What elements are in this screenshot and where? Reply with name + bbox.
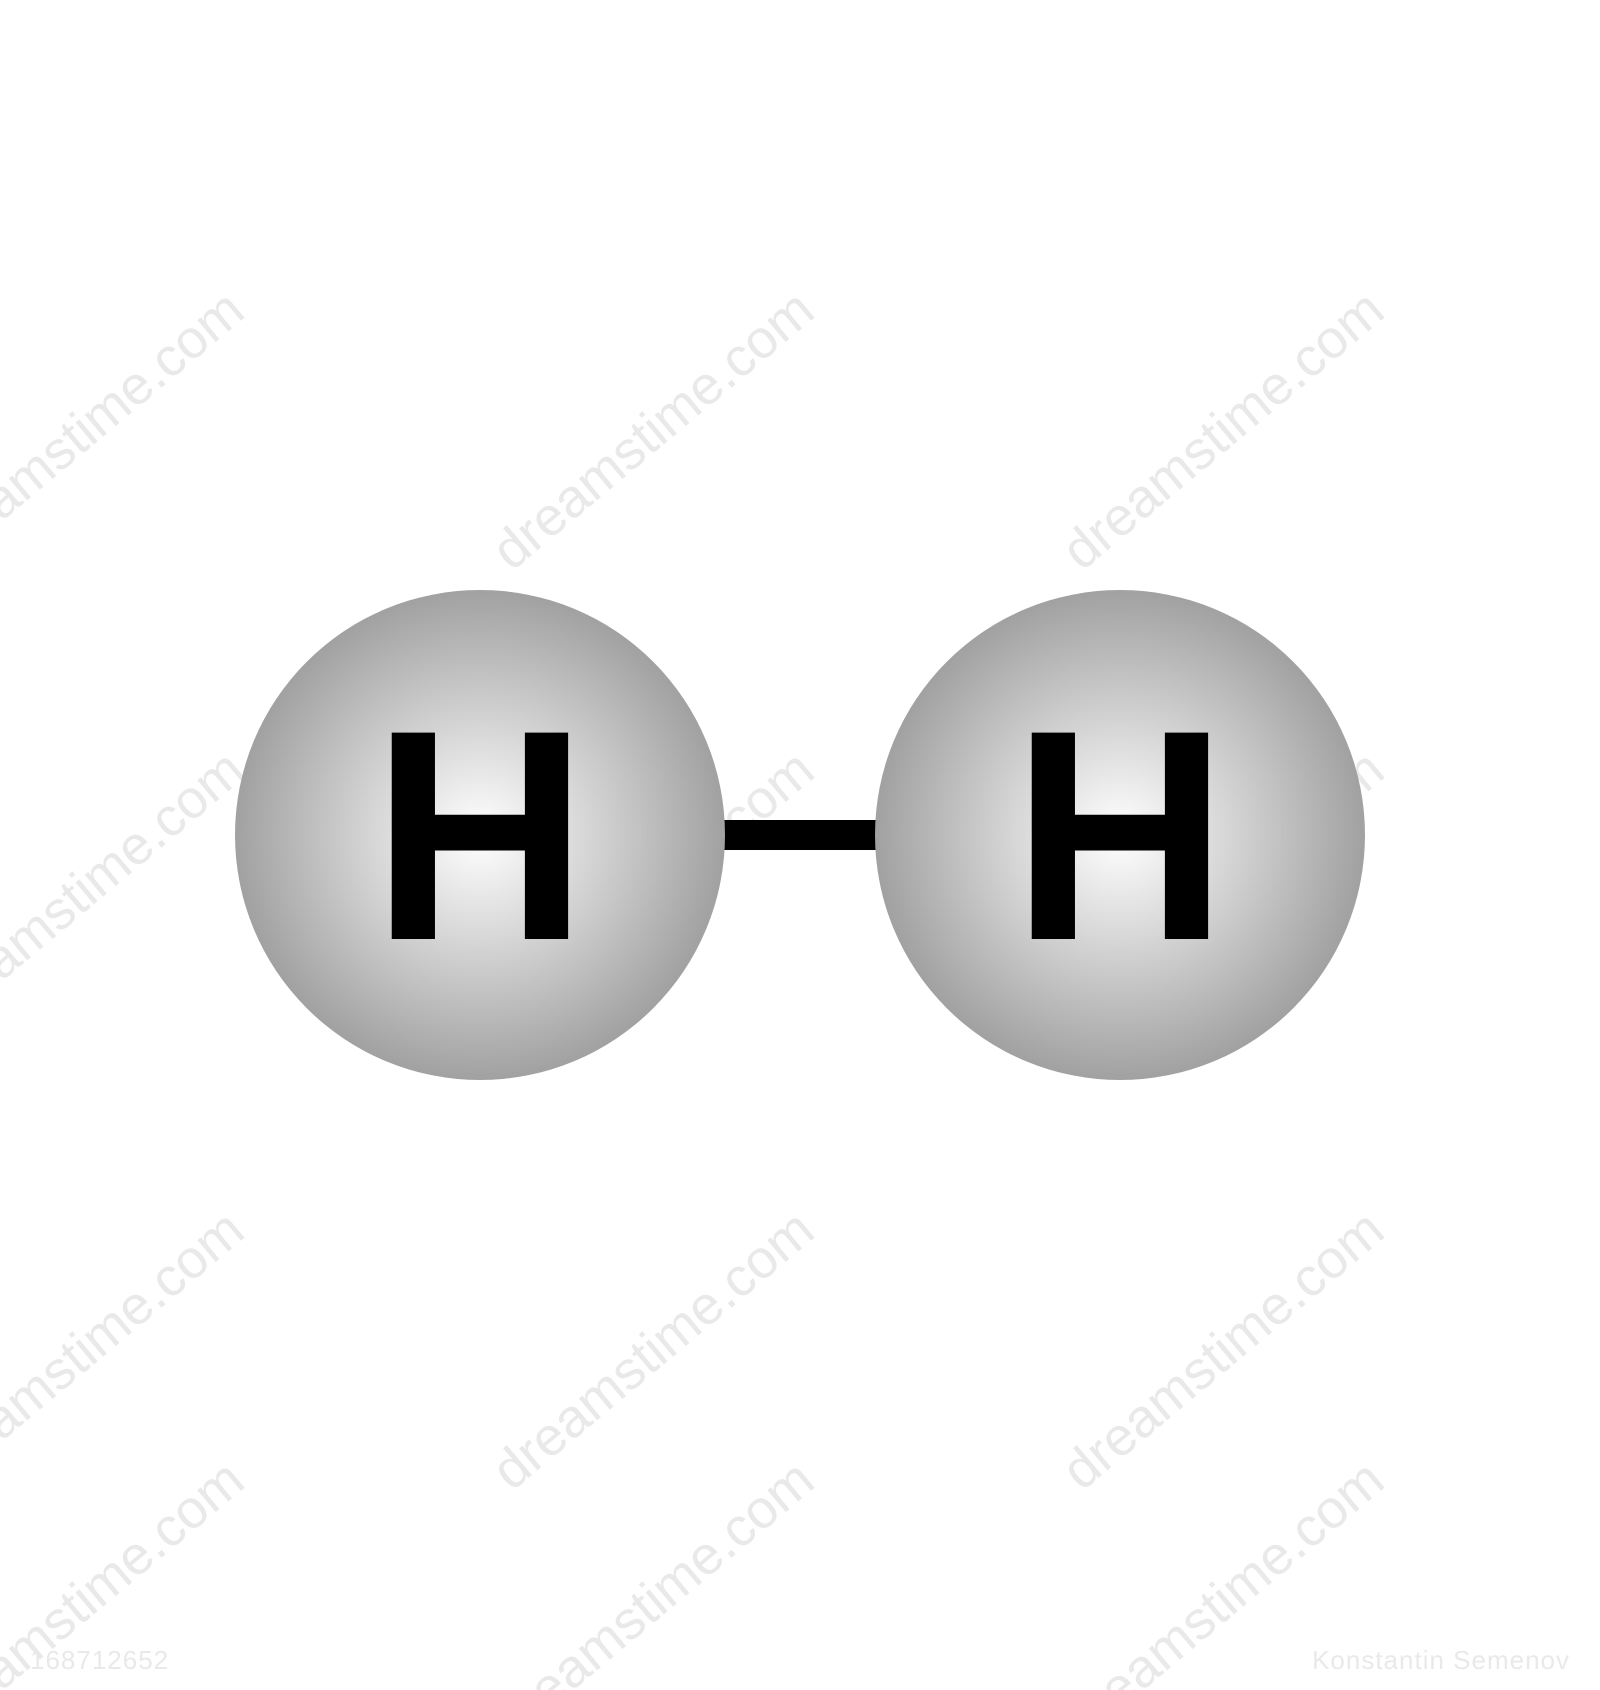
watermark-id: 168712652 — [30, 1645, 169, 1676]
watermark-text: dreamstime.com — [480, 1448, 826, 1690]
watermark-text: dreamstime.com — [480, 278, 826, 582]
watermark-text: dreamstime.com — [1050, 1448, 1396, 1690]
watermark-text: dreamstime.com — [0, 1448, 256, 1690]
molecule-diagram: dreamstime.comdreamstime.comdreamstime.c… — [0, 0, 1600, 1690]
watermark-text: dreamstime.com — [1050, 278, 1396, 582]
atom-right-label: H — [1012, 685, 1229, 985]
atom-right: H — [875, 590, 1365, 1080]
watermark-text: dreamstime.com — [0, 1198, 256, 1502]
atom-left: H — [235, 590, 725, 1080]
watermark-text: dreamstime.com — [0, 278, 256, 582]
watermark-text: dreamstime.com — [480, 1198, 826, 1502]
watermark-text: dreamstime.com — [0, 738, 256, 1042]
watermark-credit: Konstantin Semenov — [1312, 1645, 1570, 1676]
atom-left-label: H — [372, 685, 589, 985]
watermark-text: dreamstime.com — [1050, 1198, 1396, 1502]
